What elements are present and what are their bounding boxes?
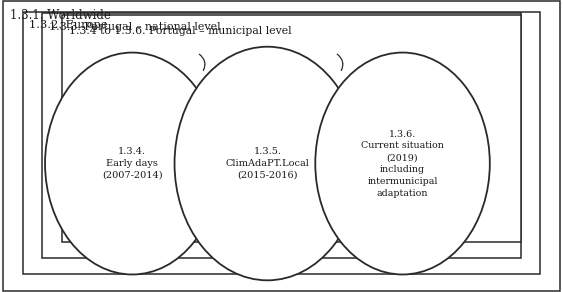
Text: 1.3.3. Portugal – national level: 1.3.3. Portugal – national level [49, 22, 221, 32]
Text: 1.3.4.
Early days
(2007-2014): 1.3.4. Early days (2007-2014) [102, 147, 163, 180]
Bar [62, 15, 521, 242]
Text: 1.3.2. Europe: 1.3.2. Europe [29, 20, 108, 30]
FancyArrowPatch shape [199, 54, 205, 70]
Ellipse shape [315, 53, 490, 274]
Ellipse shape [45, 53, 220, 274]
Text: 1.3.5.
ClimAdaPT.Local
(2015-2016): 1.3.5. ClimAdaPT.Local (2015-2016) [226, 147, 309, 180]
Ellipse shape [175, 47, 360, 280]
Text: 1.3.6.
Current situation
(2019)
including
intermunicipal
adaptation: 1.3.6. Current situation (2019) includin… [361, 130, 444, 197]
Text: 1.3.1. Worldwide: 1.3.1. Worldwide [10, 9, 110, 22]
FancyArrowPatch shape [337, 54, 343, 70]
Text: 1.3.4 to 1.3.6. Portugal – municipal level: 1.3.4 to 1.3.6. Portugal – municipal lev… [69, 26, 291, 36]
Bar [42, 13, 521, 258]
